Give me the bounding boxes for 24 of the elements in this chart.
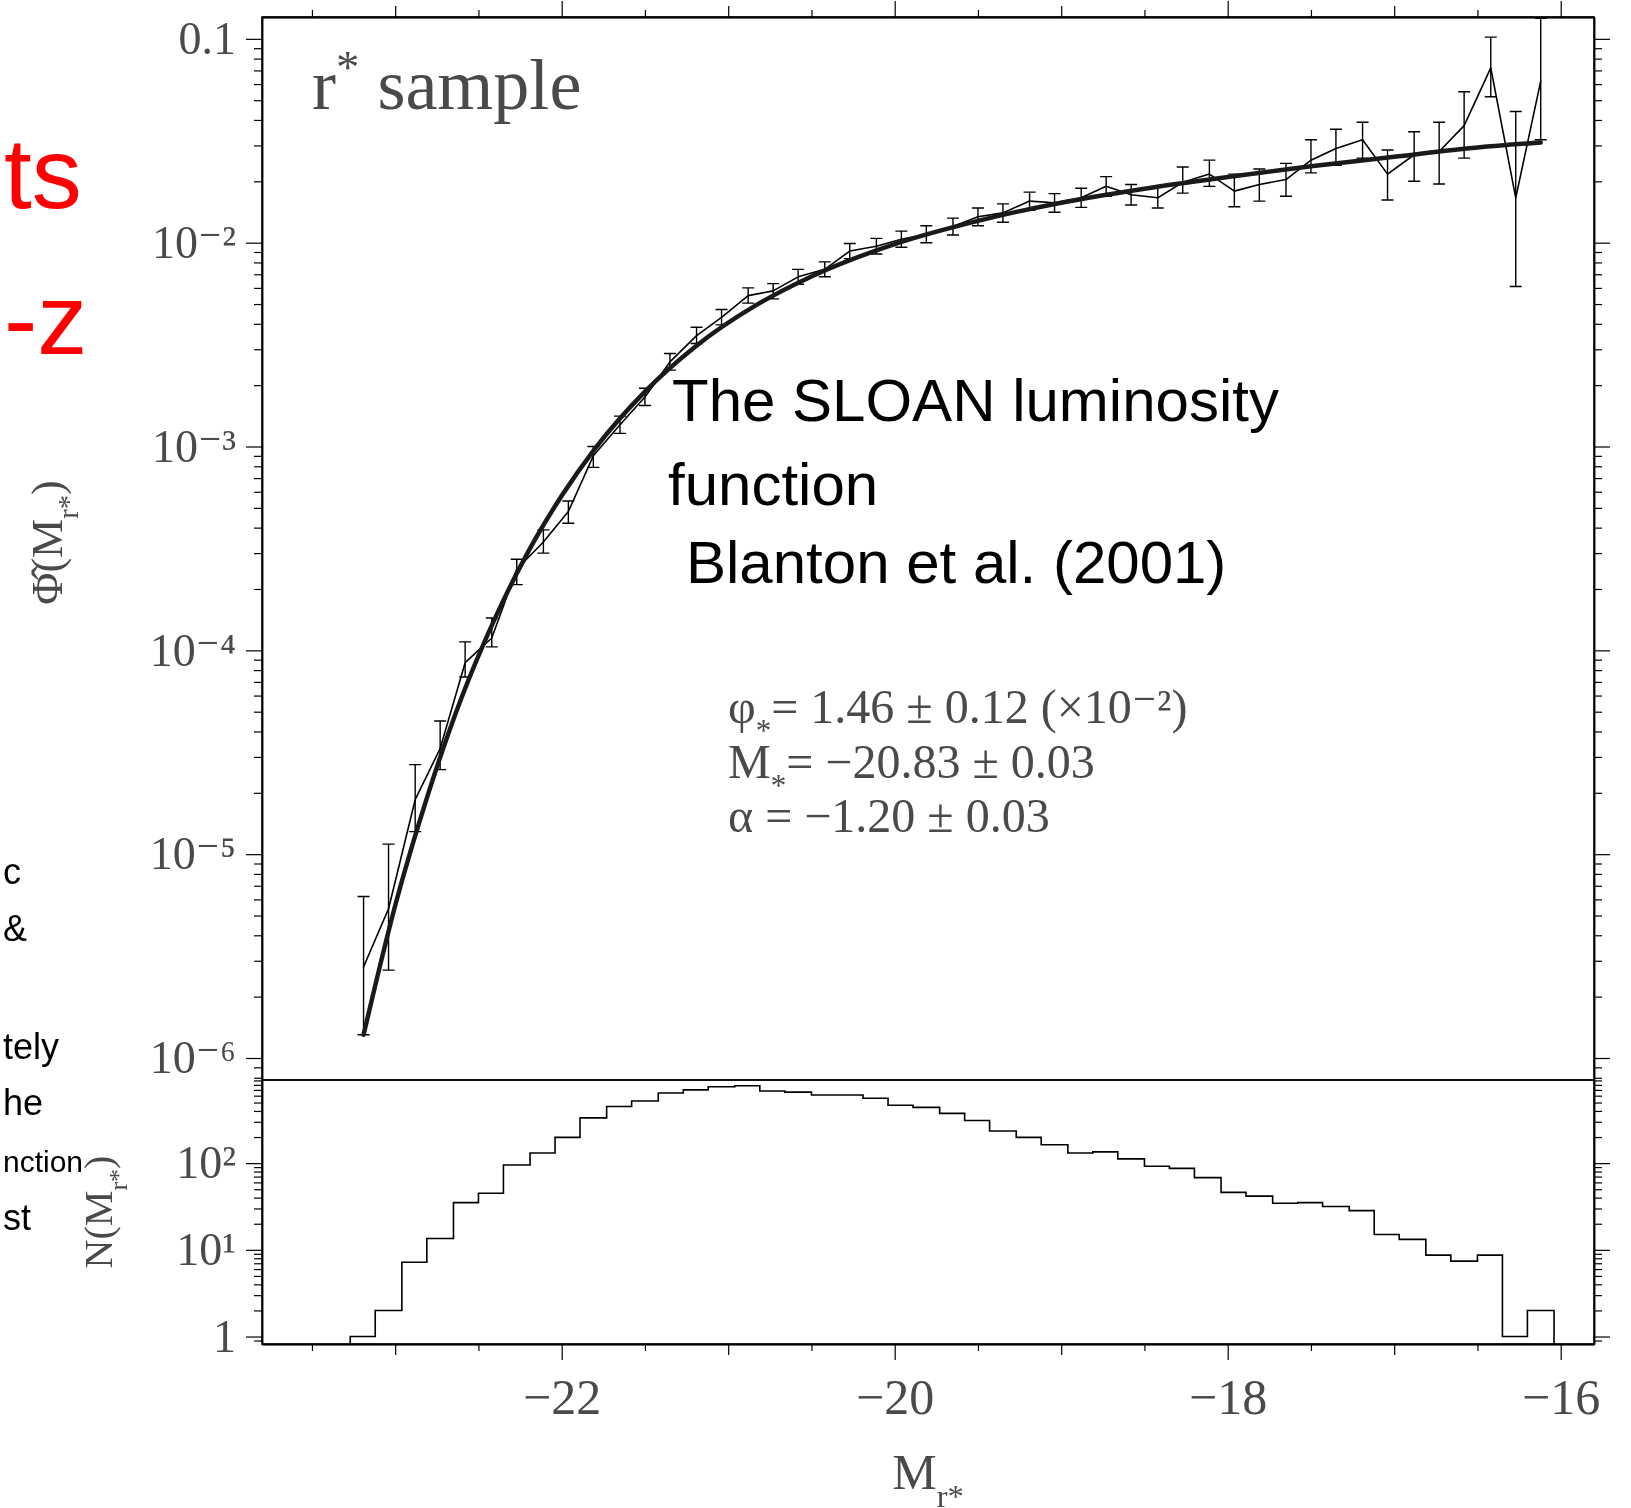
y-tick-label: 10⁻⁶	[149, 1032, 236, 1084]
text: he	[3, 1082, 44, 1123]
y-tick-label: 10⁻⁵	[149, 828, 236, 880]
y-tick-label: 10⁻⁴	[149, 624, 236, 676]
annotation: r$^{*}$ sample	[312, 41, 582, 125]
y-tick-label: 10⁻³	[151, 420, 236, 472]
text: tely	[3, 1026, 60, 1067]
text: c	[3, 851, 21, 892]
x-tick-label: −22	[523, 1368, 602, 1425]
y-tick-label: 1	[213, 1310, 236, 1362]
x-tick-label: −18	[1189, 1368, 1268, 1425]
x-tick-label: −20	[856, 1368, 935, 1425]
text: &	[3, 908, 28, 949]
annotation: The SLOAN luminosity function	[668, 367, 1279, 518]
x-axis-title: M$_{r*}$	[892, 1444, 964, 1508]
annotation: Blanton et al. (2001)	[686, 529, 1227, 596]
x-tick-label: −16	[1522, 1368, 1601, 1425]
y-tick-label: 10¹	[176, 1224, 236, 1276]
text: ts	[4, 117, 82, 229]
y-tick-label: 10⁻²	[151, 216, 236, 268]
text: st	[3, 1197, 32, 1238]
y-tick-label: 10²	[176, 1137, 236, 1189]
text: -z	[4, 263, 88, 375]
y-tick-label: 0.1	[178, 13, 236, 65]
